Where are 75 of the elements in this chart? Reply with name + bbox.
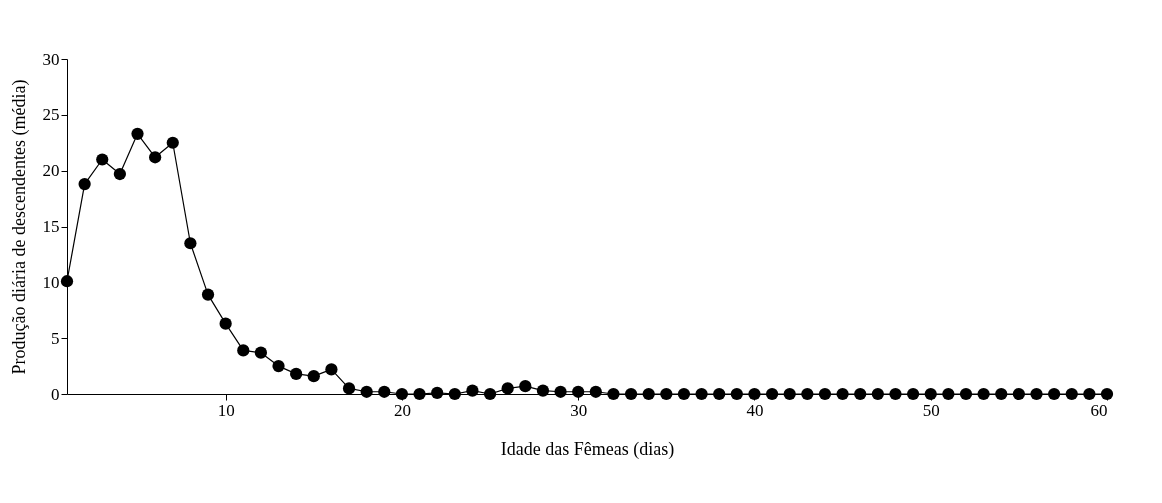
y-tick-label: 30 <box>42 49 60 69</box>
point <box>431 386 444 399</box>
point <box>483 387 497 401</box>
point <box>1012 387 1025 401</box>
point <box>783 387 796 401</box>
point <box>995 387 1008 401</box>
point <box>660 387 673 401</box>
point <box>519 380 532 393</box>
point <box>201 288 215 301</box>
point <box>572 385 585 398</box>
y-tick-label: 0 <box>51 384 60 404</box>
point <box>624 387 638 401</box>
point <box>836 387 849 401</box>
point <box>765 387 779 401</box>
y-tick-label: 5 <box>51 328 60 348</box>
point <box>1065 387 1078 401</box>
x-axis-title: Idade das Fêmeas (dias) <box>500 438 675 460</box>
point <box>801 387 814 401</box>
point <box>219 317 232 330</box>
point <box>272 359 285 373</box>
point <box>1083 387 1096 401</box>
point <box>642 387 655 401</box>
y-tick-label: 15 <box>42 217 60 236</box>
y-tick-label: 25 <box>42 105 60 125</box>
point <box>342 382 356 395</box>
x-tick-label: 40 <box>746 400 764 420</box>
point <box>307 370 320 383</box>
point <box>325 363 338 376</box>
point <box>378 385 391 398</box>
point <box>395 387 409 401</box>
y-axis-title: Produção diária de descendentes (média) <box>8 79 30 375</box>
point <box>466 384 479 397</box>
y-tick-label: 20 <box>42 161 60 181</box>
point <box>748 387 761 401</box>
point <box>149 151 162 164</box>
point <box>677 387 691 401</box>
point <box>889 387 902 401</box>
point <box>113 167 127 181</box>
point <box>607 387 620 401</box>
point <box>730 387 743 401</box>
x-tick-label: 20 <box>393 400 411 420</box>
point <box>96 153 109 166</box>
x-tick-label: 50 <box>922 400 940 420</box>
x-tick-label: 30 <box>570 400 588 420</box>
point <box>1047 387 1061 401</box>
point <box>131 127 144 140</box>
point <box>166 136 179 149</box>
point <box>695 387 708 401</box>
point <box>959 387 973 401</box>
point <box>448 387 461 401</box>
point <box>1100 387 1114 401</box>
point <box>924 387 937 401</box>
point <box>78 177 91 191</box>
point <box>60 275 74 288</box>
point <box>871 387 884 401</box>
point <box>413 387 426 401</box>
point <box>713 387 726 401</box>
point <box>254 346 268 359</box>
point <box>536 384 550 397</box>
point <box>501 382 514 395</box>
point <box>184 237 197 250</box>
point <box>906 387 920 401</box>
x-tick-label: 10 <box>217 400 235 420</box>
point <box>854 387 867 401</box>
point <box>977 387 990 401</box>
x-tick-label: 60 <box>1090 400 1108 420</box>
point <box>290 367 303 381</box>
y-tick-label: 10 <box>42 272 60 292</box>
point <box>237 344 250 357</box>
point <box>554 385 567 398</box>
point <box>589 385 602 398</box>
point <box>942 387 955 401</box>
point <box>1030 387 1043 401</box>
point <box>818 387 832 401</box>
point <box>360 385 373 398</box>
